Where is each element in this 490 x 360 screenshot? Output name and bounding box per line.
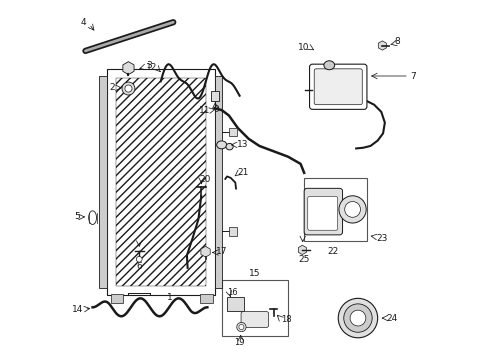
Circle shape [344,304,372,332]
Text: 16: 16 [227,288,238,297]
Text: 25: 25 [298,256,310,265]
Text: 5: 5 [74,212,80,221]
Bar [215,76,222,288]
Text: 8: 8 [394,37,400,46]
Text: 4: 4 [80,18,86,27]
Bar [227,297,245,311]
Circle shape [136,256,142,262]
FancyBboxPatch shape [304,188,343,235]
Text: 2: 2 [110,83,115,92]
Text: 23: 23 [376,234,387,243]
Text: 10: 10 [298,43,310,52]
Text: 9: 9 [214,105,219,114]
Text: 14: 14 [72,305,83,314]
Text: 1: 1 [167,293,172,302]
Bar [304,178,367,241]
Bar [229,227,237,236]
Text: 3: 3 [147,62,152,71]
Bar [107,69,215,295]
Circle shape [239,324,244,329]
Bar [116,78,205,286]
Text: 12: 12 [146,63,157,72]
Bar [221,280,288,336]
Text: 17: 17 [216,247,228,256]
Bar [200,294,213,303]
FancyBboxPatch shape [308,197,338,230]
Ellipse shape [89,211,97,225]
Circle shape [122,82,135,95]
Text: 18: 18 [281,315,292,324]
Text: 19: 19 [234,338,245,347]
Text: 11: 11 [199,105,211,114]
Circle shape [125,85,132,92]
Text: 21: 21 [238,168,249,177]
Text: 6: 6 [136,262,142,271]
Bar [111,294,123,303]
Bar [229,128,237,136]
Ellipse shape [226,143,233,150]
Circle shape [344,202,361,217]
Circle shape [339,196,366,223]
Text: 7: 7 [410,72,416,81]
Ellipse shape [324,61,335,70]
Bar [211,91,219,101]
Circle shape [338,298,378,338]
Text: 15: 15 [249,269,261,278]
Text: 13: 13 [237,140,248,149]
Circle shape [237,322,246,332]
Text: 22: 22 [327,247,339,256]
Circle shape [350,310,366,326]
FancyBboxPatch shape [241,312,269,327]
Bar [99,76,107,288]
Ellipse shape [217,141,227,149]
Text: 24: 24 [387,314,398,323]
FancyBboxPatch shape [314,69,362,105]
Text: 20: 20 [199,175,211,184]
FancyBboxPatch shape [310,64,367,109]
